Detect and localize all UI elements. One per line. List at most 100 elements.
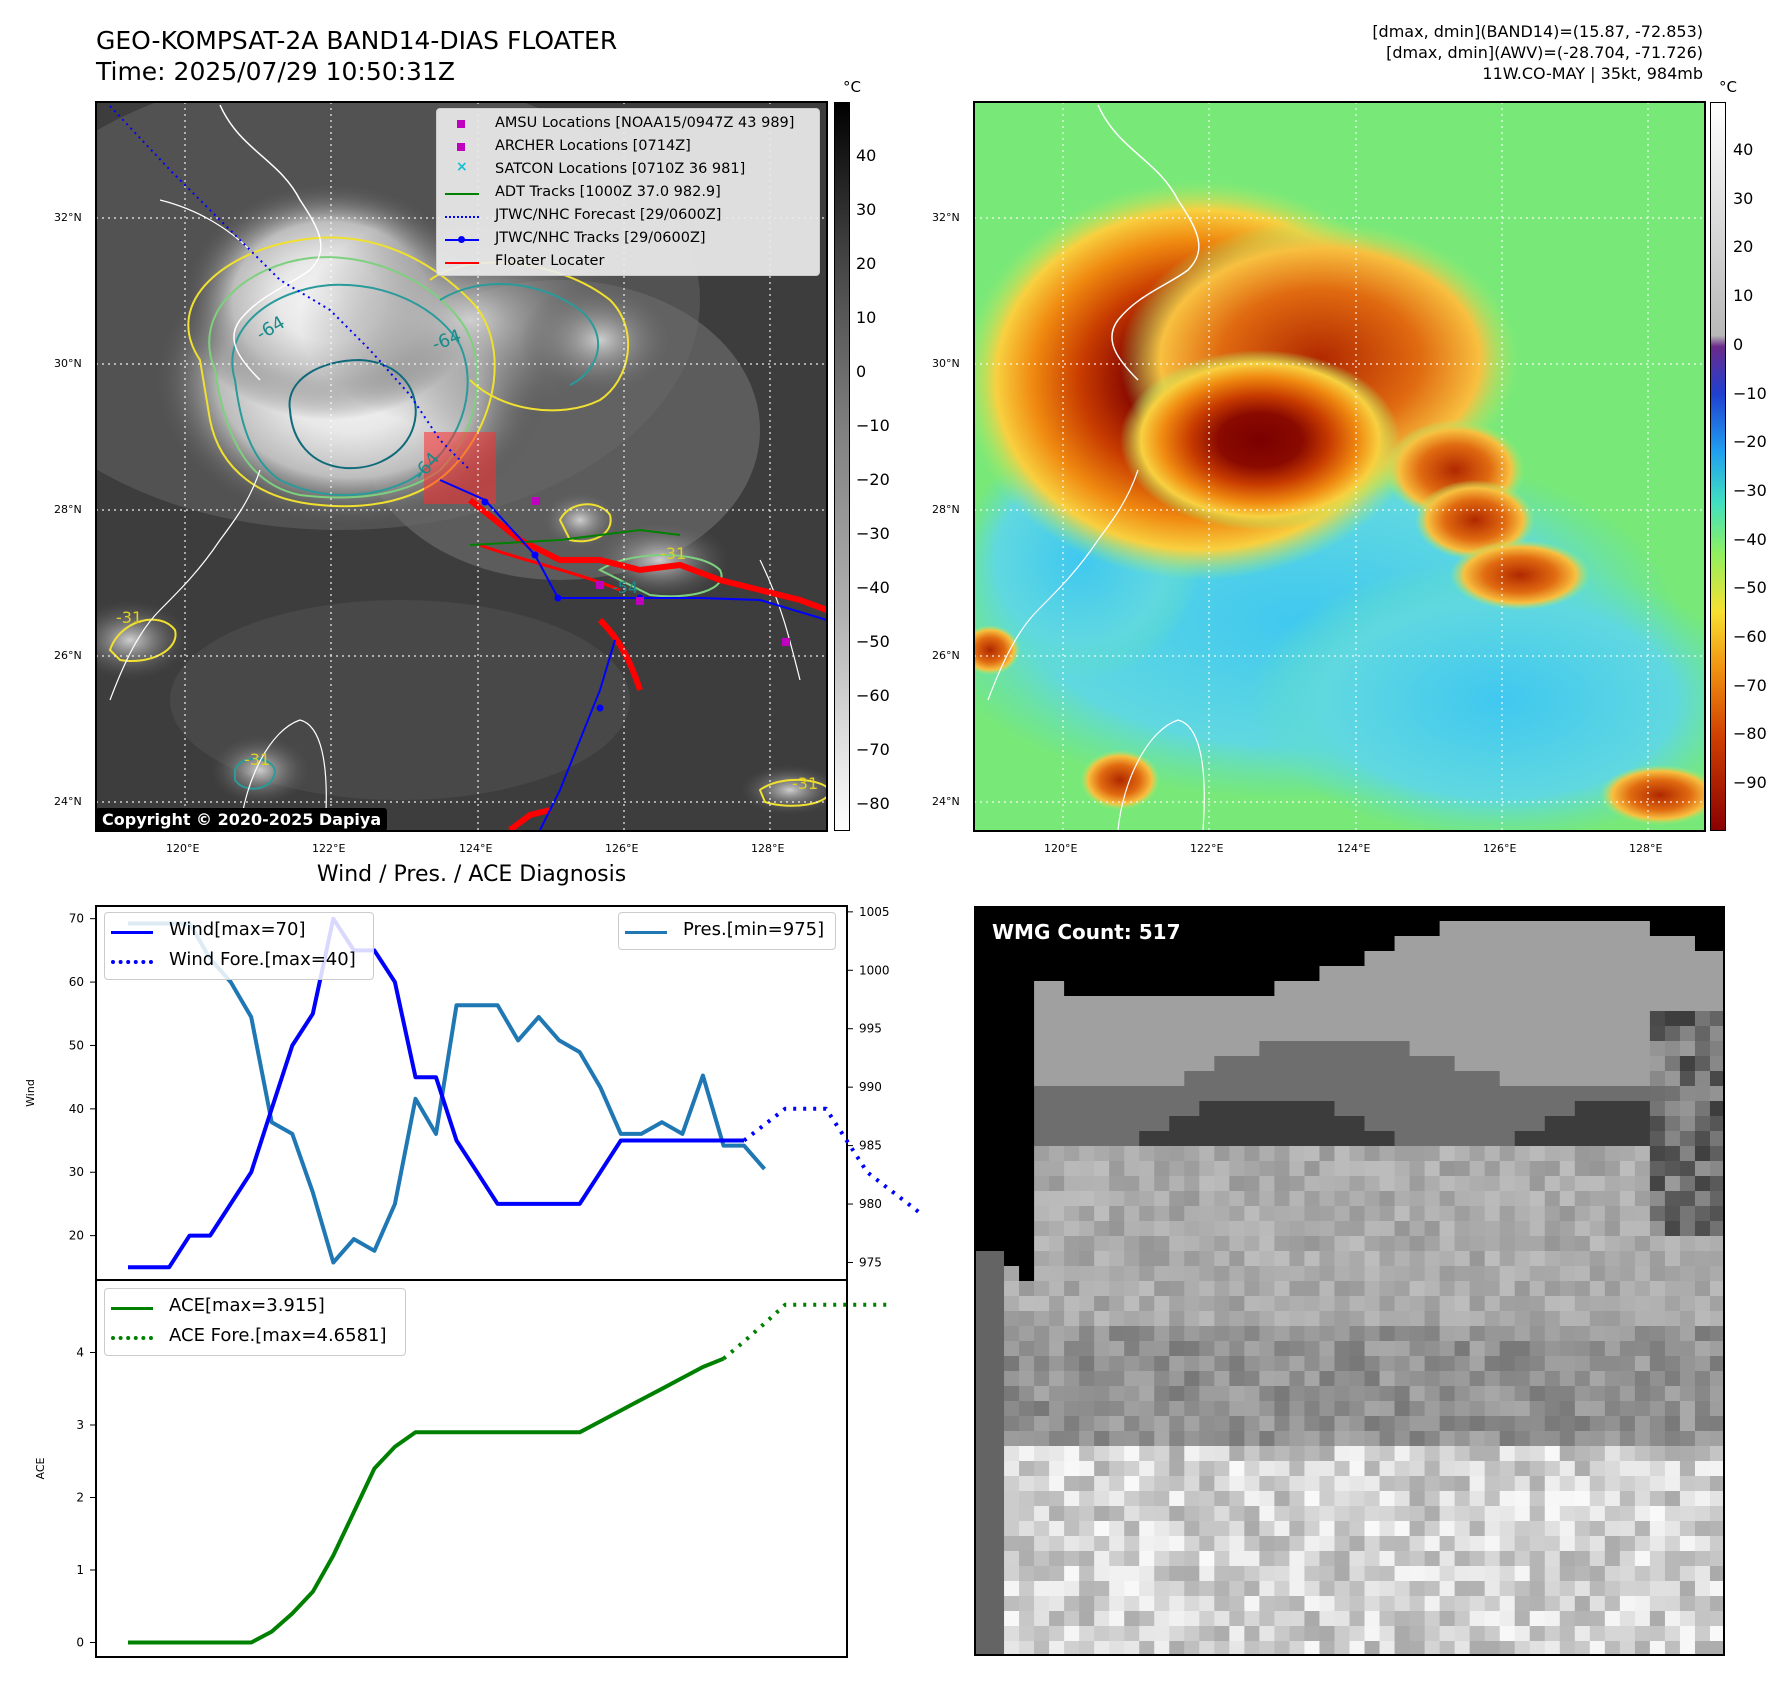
wmg-pixel [1409, 1221, 1426, 1237]
wmg-pixel [1304, 936, 1320, 952]
wmg-pixel [1604, 1266, 1621, 1282]
wmg-pixel [1274, 1416, 1290, 1432]
wmg-pixel [1139, 1011, 1155, 1027]
wmg-pixel [1319, 1371, 1335, 1387]
wmg-pixel [1694, 1041, 1711, 1057]
wmg-pixel [1634, 1146, 1651, 1162]
wmg-pixel [1004, 1296, 1020, 1312]
wmg-pixel [1424, 1611, 1441, 1627]
wmg-pixel [1679, 1641, 1696, 1656]
wmg-pixel [1454, 1611, 1471, 1627]
wmg-pixel [1664, 1551, 1681, 1567]
wmg-pixel [989, 1251, 1005, 1267]
wmg-pixel [1604, 1566, 1621, 1582]
wmg-pixel [1409, 1176, 1426, 1192]
wmg-pixel [1484, 1221, 1501, 1237]
wmg-pixel [1334, 1086, 1350, 1102]
wmg-pixel [1604, 1476, 1621, 1492]
wmg-pixel [974, 1341, 990, 1357]
wmg-pixel [1454, 1191, 1471, 1207]
wmg-pixel [1334, 906, 1350, 922]
wmg-pixel [1694, 981, 1711, 997]
wmg-pixel [1559, 1221, 1576, 1237]
wmg-pixel [1604, 966, 1621, 982]
wmg-pixel [1634, 906, 1651, 922]
wmg-pixel [1334, 1026, 1350, 1042]
wmg-pixel [1649, 1176, 1666, 1192]
wmg-pixel [974, 1086, 990, 1102]
wmg-pixel [1034, 1206, 1050, 1222]
wmg-pixel [1154, 1626, 1170, 1642]
wmg-pixel [1379, 996, 1396, 1012]
wmg-pixel [1664, 1026, 1681, 1042]
wmg-pixel [1004, 1491, 1020, 1507]
wmg-pixel [1409, 1341, 1426, 1357]
wmg-pixel [1469, 1566, 1486, 1582]
wmg-pixel [1124, 1566, 1140, 1582]
wmg-pixel [1364, 1356, 1381, 1372]
wind-forecast-series-line [742, 1106, 920, 1216]
wmg-pixel [1049, 1161, 1065, 1177]
wmg-pixel [1469, 1431, 1486, 1447]
wind-series-line [128, 916, 744, 1270]
wmg-pixel [1379, 1221, 1396, 1237]
wmg-pixel [1274, 951, 1290, 967]
wmg-pixel [1184, 1071, 1200, 1087]
wmg-pixel [1139, 1506, 1155, 1522]
wmg-pixel [1349, 1131, 1366, 1147]
wmg-pixel [1499, 1596, 1516, 1612]
wmg-pixel [1229, 1551, 1245, 1567]
wmg-pixel [1394, 906, 1411, 922]
wmg-pixel [1499, 1566, 1516, 1582]
wmg-pixel [1529, 1416, 1546, 1432]
wmg-pixel [989, 996, 1005, 1012]
wmg-pixel [1004, 1191, 1020, 1207]
wmg-pixel [1124, 1176, 1140, 1192]
wmg-pixel [1379, 981, 1396, 997]
wmg-pixel [1004, 1086, 1020, 1102]
wmg-pixel [1169, 1071, 1185, 1087]
wmg-pixel [1334, 1491, 1350, 1507]
wmg-pixel [1244, 996, 1260, 1012]
wmg-pixel [1124, 1476, 1140, 1492]
wmg-pixel [1424, 1176, 1441, 1192]
wmg-pixel [1664, 1041, 1681, 1057]
wmg-pixel [1049, 966, 1065, 982]
wmg-pixel [1019, 1521, 1035, 1537]
wmg-pixel [1709, 1281, 1725, 1297]
wmg-pixel [1019, 1026, 1035, 1042]
wmg-pixel [1514, 1491, 1531, 1507]
lat-label: 26°N [54, 649, 82, 662]
wmg-pixel [1244, 951, 1260, 967]
wmg-pixel [1079, 1581, 1095, 1597]
wmg-pixel [974, 936, 990, 952]
wmg-pixel [1379, 1416, 1396, 1432]
wmg-pixel [1094, 1131, 1110, 1147]
wmg-pixel [1079, 1056, 1095, 1072]
wmg-pixel [1199, 906, 1215, 922]
wmg-pixel [1199, 1191, 1215, 1207]
wmg-pixel [1004, 1611, 1020, 1627]
wmg-pixel [1379, 1071, 1396, 1087]
wmg-pixel [1679, 1566, 1696, 1582]
wmg-pixel [1334, 1131, 1350, 1147]
wmg-pixel [1319, 1416, 1335, 1432]
wmg-pixel [1094, 1176, 1110, 1192]
wmg-pixel [1664, 1476, 1681, 1492]
wmg-pixel [1109, 1281, 1125, 1297]
wmg-pixel [1109, 1326, 1125, 1342]
wmg-pixel [1364, 1131, 1381, 1147]
wmg-pixel [974, 1251, 990, 1267]
wmg-pixel [1634, 1266, 1651, 1282]
wmg-pixel [1619, 906, 1636, 922]
wmg-pixel [1139, 951, 1155, 967]
legend-label: Wind[max=70] [169, 919, 306, 940]
colorbar-tick-label: 40 [1733, 140, 1754, 159]
wmg-pixel [1199, 1521, 1215, 1537]
wmg-pixel [1439, 1446, 1456, 1462]
wmg-pixel [1259, 1101, 1275, 1117]
wmg-pixel [1019, 1281, 1035, 1297]
wmg-pixel [1514, 936, 1531, 952]
wmg-pixel [1469, 1536, 1486, 1552]
wmg-pixel [1124, 951, 1140, 967]
